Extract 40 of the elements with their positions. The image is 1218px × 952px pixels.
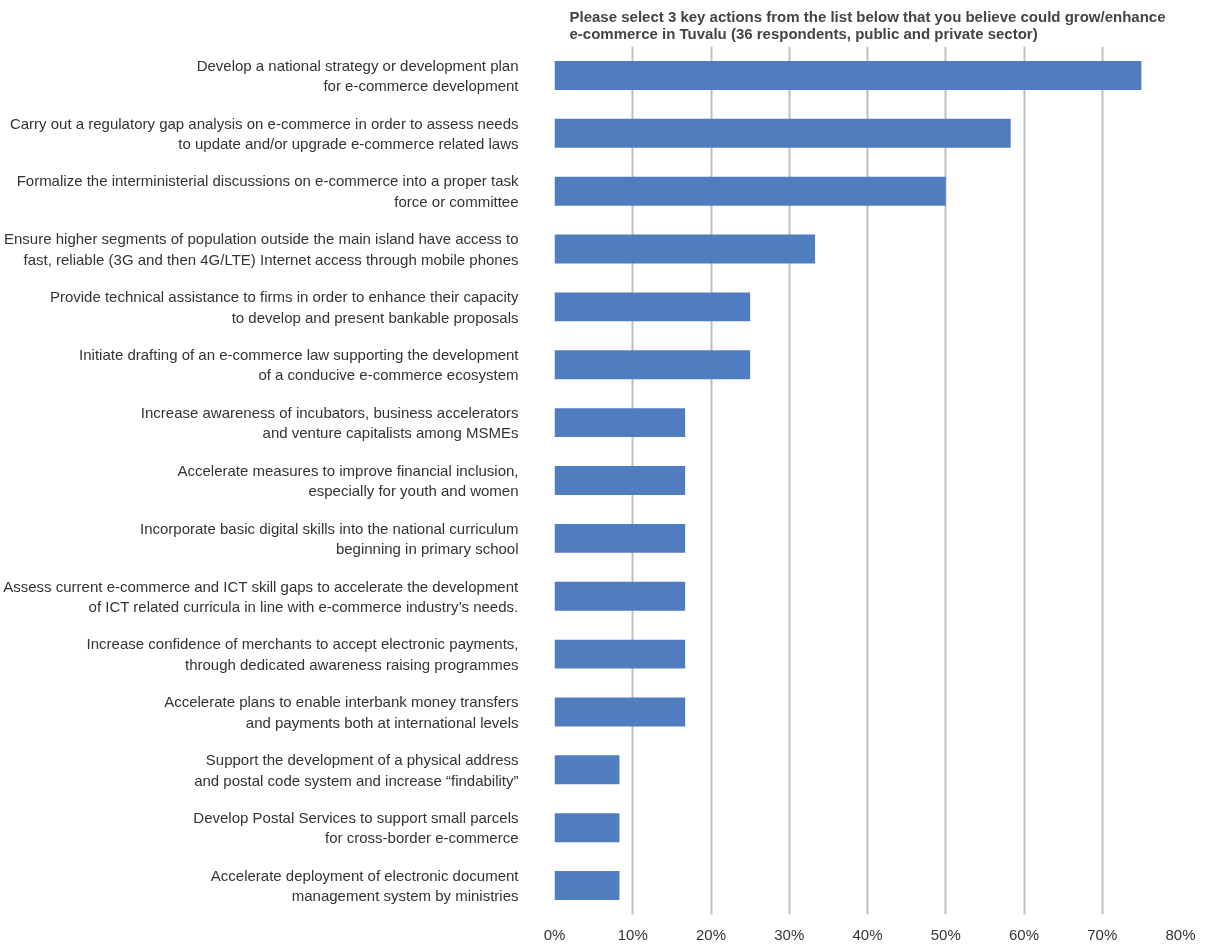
y-tick-label: Develop Postal Services to support small parcels for cross-border e-commerce [193,809,519,847]
y-tick-label: Assess current e-commerce and ICT skill gaps to accelerate the development of ICT related curricula in line with e-commerce industry’s needs. [3,577,520,615]
x-tick-label: 60% [1008,925,1040,943]
x-tick-label: 80% [1165,925,1196,943]
bar [554,408,686,438]
x-tick-label: 40% [852,925,883,943]
bar [554,118,1011,148]
y-tick-label: Provide technical assistance to firms in order to enhance their capacity to develop and present bankable proposals [49,288,519,326]
bar [554,639,686,669]
y-tick-label: Incorporate basic digital skills into the national curriculum beginning in primary school [139,519,519,558]
x-tick-label: 10% [617,925,648,943]
bar [554,350,751,380]
x-tick-label: 50% [930,925,961,943]
bar [554,176,946,206]
y-tick-label: Increase awareness of incubators, business accelerators and venture capitalists among MSMEs [140,403,519,442]
y-tick-label: Formalize the interministerial discussions on e-commerce into a proper task force or committee [16,172,519,210]
y-tick-label: Accelerate deployment of electronic document management system by ministries [210,866,520,905]
chart-title: Please select 3 key actions from the list below that you believe could grow/enhance e-commerce in Tuvalu (36 respondents, public and private sector) [569,7,1166,42]
bar [554,234,816,264]
bar [554,466,686,495]
bar [554,60,1142,90]
y-tick-label: Develop a national strategy or development plan for e-commerce development [196,56,520,95]
y-tick-label: Accelerate plans to enable interbank money transfers and payments both at international levels [164,693,519,731]
y-tick-label: Carry out a regulatory gap analysis on e-commerce in order to assess needs to update and/or upgrade e-commerce related laws [9,114,519,152]
x-tick-label: 70% [1087,925,1118,943]
x-tick-label: 20% [695,925,727,943]
bar [554,292,751,322]
x-tick-label: 30% [774,925,805,943]
y-tick-label: Support the development of a physical address and postal code system and increase “findability” [194,751,519,789]
x-tick-label: 0% [543,925,566,943]
y-tick-label: Initiate drafting of an e-commerce law supporting the development of a conducive e-commerce ecosystem [79,346,520,384]
bar [554,755,620,785]
bar [554,523,686,553]
y-tick-label: Ensure higher segments of population outside the main island have access to fast, reliable (3G and then 4G/LTE) Internet access through mobile phones [4,230,519,268]
bar [554,813,620,843]
bar [554,871,620,901]
bar [554,581,686,611]
y-tick-label: Increase confidence of merchants to accept electronic payments, through dedicated awareness raising programmes [86,635,519,673]
bar [554,697,686,727]
y-tick-label: Accelerate measures to improve financial inclusion, especially for youth and women [177,461,519,500]
